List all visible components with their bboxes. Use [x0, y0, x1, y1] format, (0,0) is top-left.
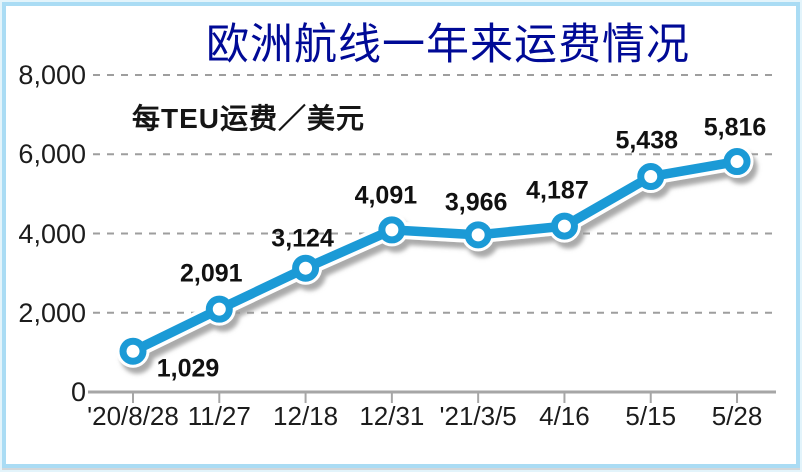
- y-axis-label-0: 0: [70, 377, 86, 407]
- value-label-4: 4,091: [354, 181, 418, 210]
- y-axis-label-4,000: 4,000: [18, 218, 86, 249]
- data-point-6: [550, 212, 578, 240]
- chart-title: 欧洲航线一年来运费情况: [206, 21, 690, 69]
- unit-label: 每TEU运费／美元: [132, 103, 366, 134]
- x-axis-label-1: '20/8/28: [87, 401, 179, 431]
- x-axis-label-2: 11/27: [187, 401, 251, 431]
- data-point-4: [378, 216, 406, 244]
- value-label-7: 5,438: [615, 126, 679, 155]
- value-label-2: 2,091: [180, 259, 243, 288]
- value-label-8: 5,816: [703, 113, 767, 142]
- x-axis-label-4: 12/31: [359, 401, 425, 431]
- value-label-6: 4,187: [526, 176, 589, 205]
- data-point-7: [637, 163, 665, 191]
- x-axis-label-6: 4/16: [539, 401, 590, 431]
- x-axis-label-5: '21/3/5: [439, 401, 517, 431]
- data-point-5: [464, 221, 492, 249]
- y-axis-label-2,000: 2,000: [18, 297, 86, 328]
- freight-line: [128, 156, 742, 356]
- y-axis-label-8,000: 8,000: [18, 60, 86, 90]
- x-axis-label-7: 5/15: [625, 401, 677, 431]
- panel-bottom-strip: [0, 468, 802, 472]
- data-point-2: [205, 295, 233, 323]
- value-label-5: 3,966: [444, 188, 508, 217]
- x-axis-label-3: 12/18: [273, 401, 339, 431]
- data-point-1: [119, 337, 147, 365]
- x-axis-label-8: 5/28: [711, 401, 763, 431]
- value-label-1: 1,029: [156, 354, 220, 383]
- data-point-3: [292, 254, 320, 282]
- data-point-8: [723, 148, 751, 176]
- value-label-3: 3,124: [271, 224, 334, 253]
- y-axis-label-6,000: 6,000: [18, 139, 86, 170]
